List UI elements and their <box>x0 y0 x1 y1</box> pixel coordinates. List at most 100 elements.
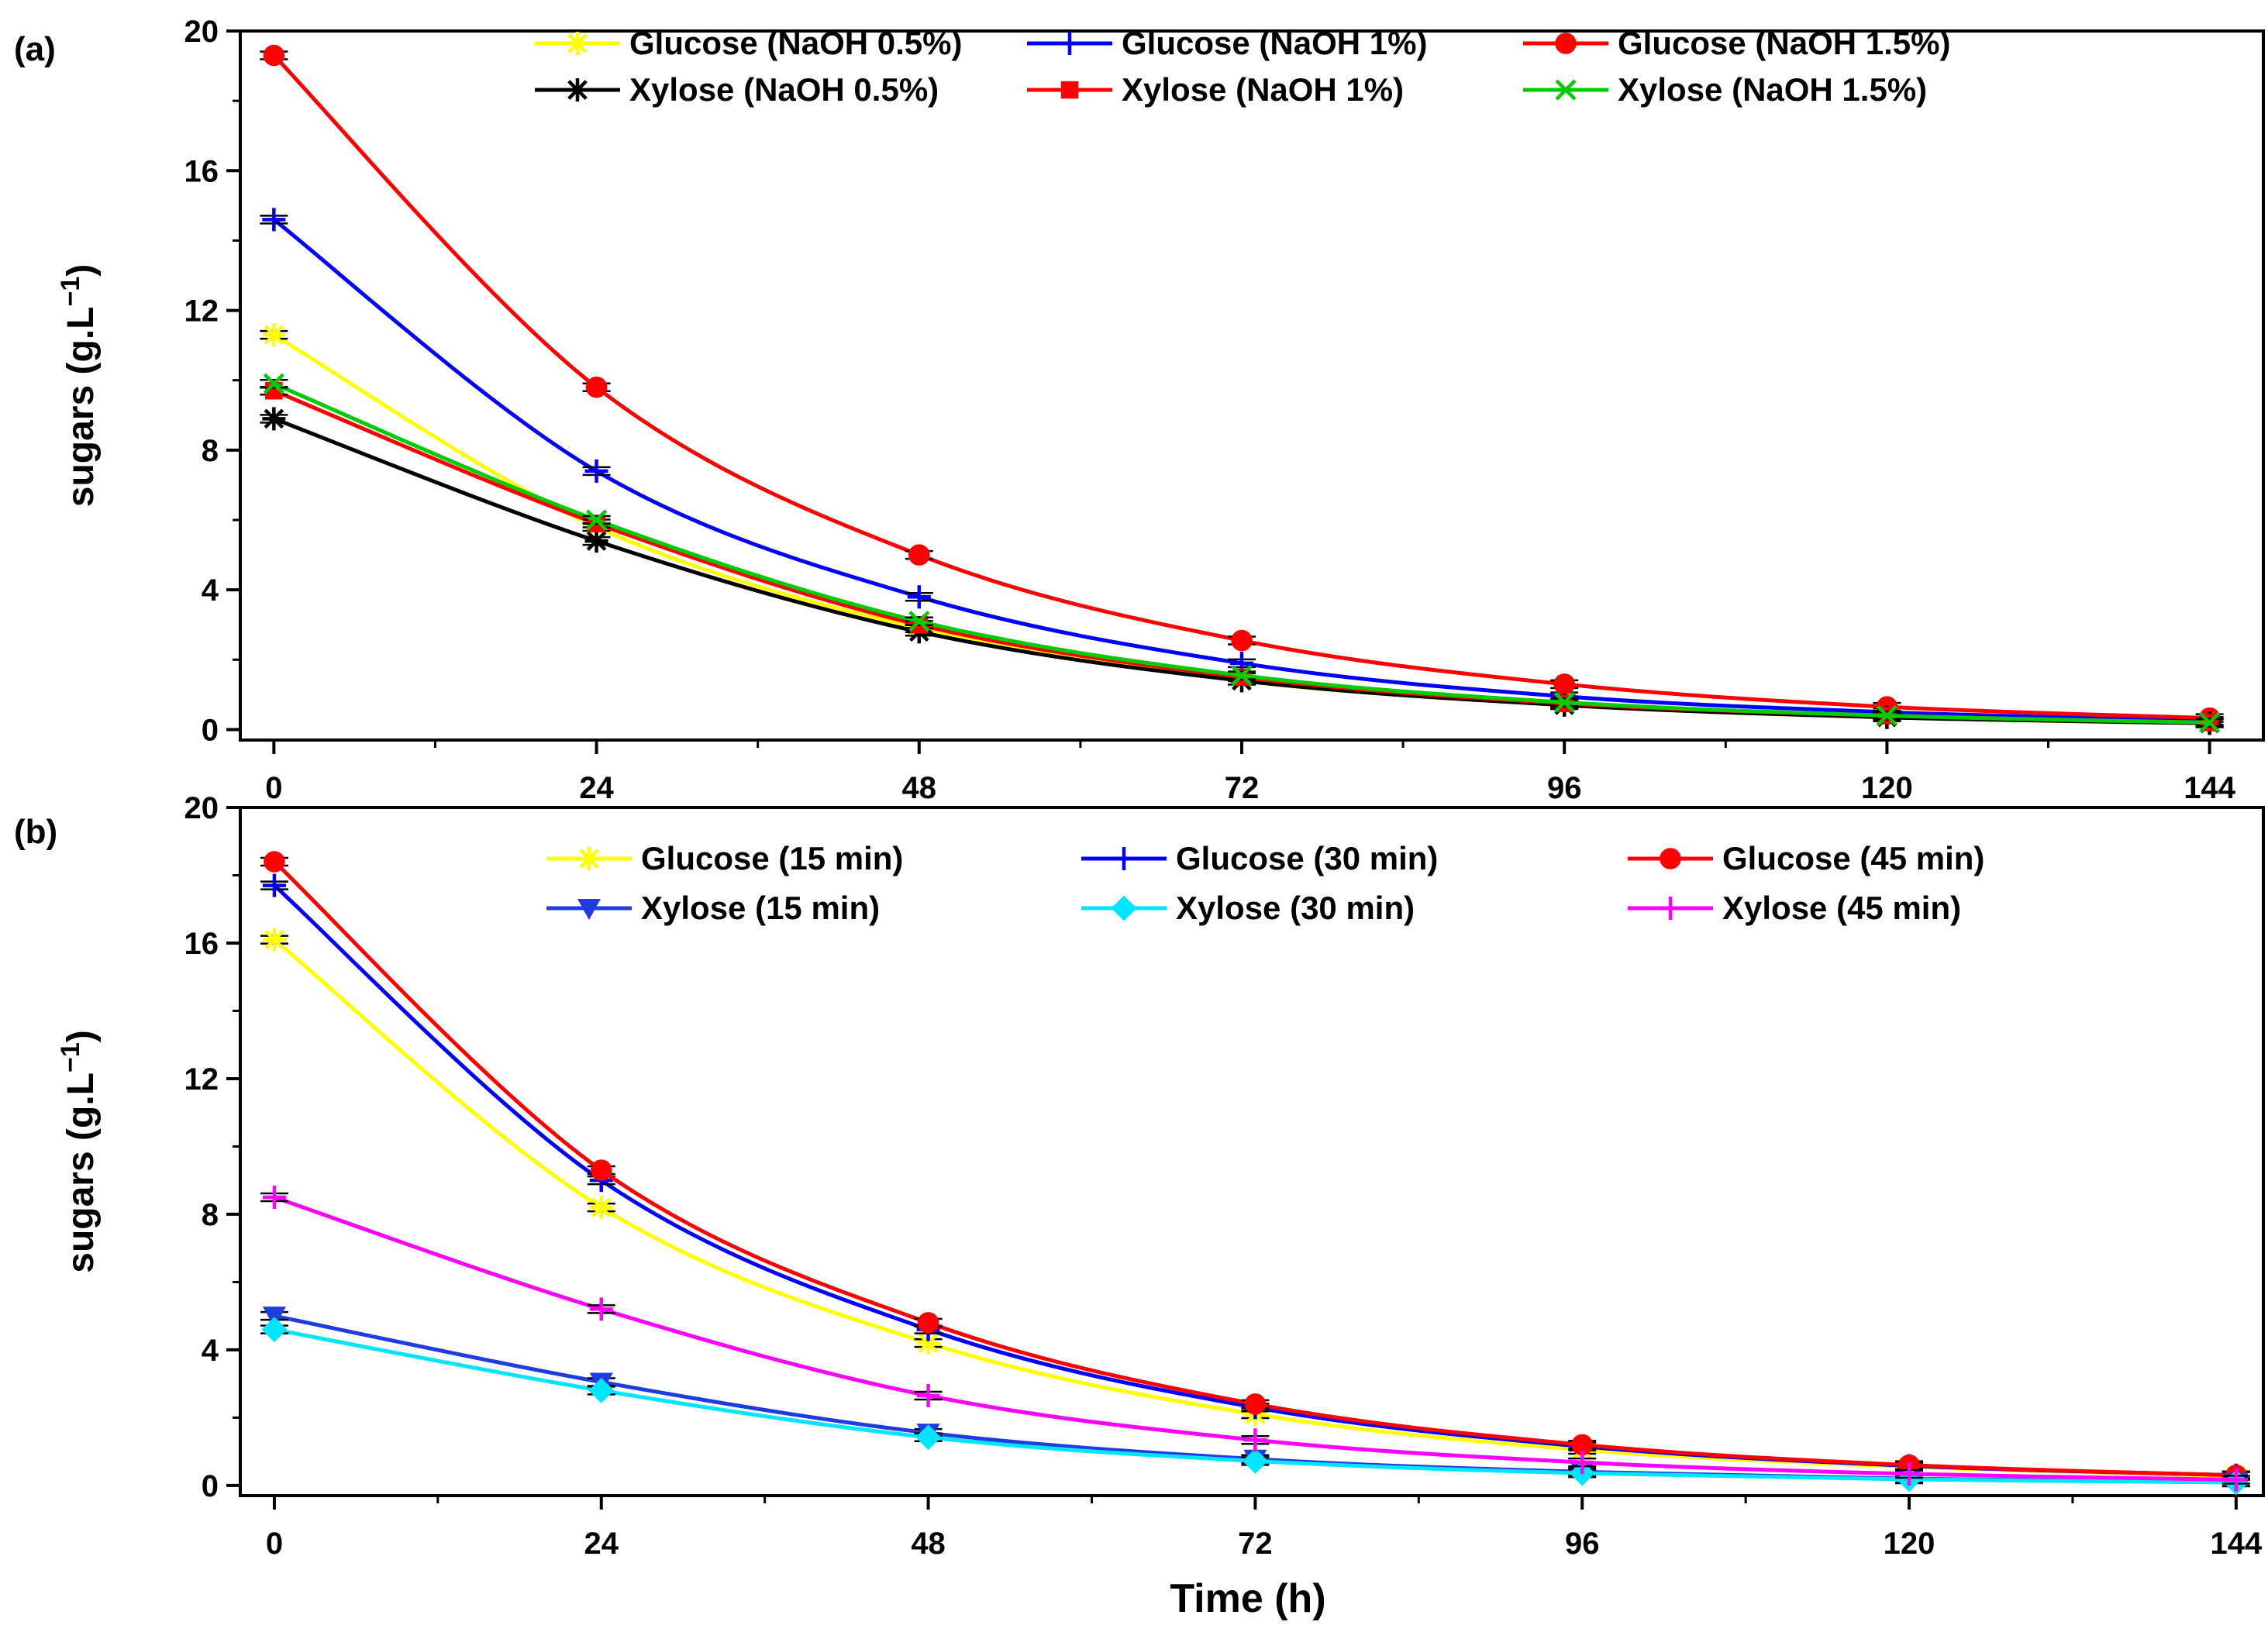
error-bar <box>905 616 933 626</box>
legend-swatch-marker <box>566 78 589 102</box>
data-point <box>1244 1393 1267 1415</box>
y-tick-label: 20 <box>184 791 219 825</box>
data-point <box>584 529 608 553</box>
error-bar <box>260 378 288 389</box>
x-tick-label: 48 <box>911 1527 946 1561</box>
y-axis-label: sugars (g.L−1) <box>56 264 102 507</box>
legend-entry: Glucose (45 min) <box>1628 840 1984 876</box>
data-point <box>1242 1448 1268 1474</box>
error-bar <box>1227 670 1256 680</box>
data-point <box>589 1297 613 1321</box>
legend-label: Xylose (NaOH 1%) <box>1122 71 1404 108</box>
legend-label: Xylose (30 min) <box>1176 890 1415 926</box>
legend-entry: Xylose (NaOH 1%) <box>1027 71 1404 108</box>
data-point <box>915 1424 941 1451</box>
legend-entry: Xylose (45 min) <box>1628 890 1961 926</box>
data-point <box>261 1317 288 1343</box>
y-axis-label-superscript: −1 <box>56 277 85 307</box>
legend-label: Glucose (NaOH 0.5%) <box>629 25 962 61</box>
data-point <box>1243 1428 1267 1452</box>
data-point <box>584 459 608 483</box>
x-tick-label: 120 <box>1884 1527 1935 1561</box>
data-point <box>1553 673 1575 695</box>
legend-swatch-marker <box>577 899 601 920</box>
plot-frame <box>239 806 2265 1497</box>
data-point <box>585 509 608 531</box>
series-1 <box>260 208 2224 733</box>
legend-label: Xylose (NaOH 0.5%) <box>629 71 939 108</box>
legend-entry: Glucose (15 min) <box>546 840 903 876</box>
y-tick-label: 0 <box>202 1469 219 1503</box>
x-tick-label: 144 <box>2184 771 2235 805</box>
y-tick-label: 0 <box>202 713 219 747</box>
y-axis-label: sugars (g.L−1) <box>56 1030 102 1272</box>
y-tick-label: 12 <box>184 294 219 329</box>
data-point <box>262 1186 286 1210</box>
x-tick-label: 0 <box>266 1527 283 1561</box>
legend-label: Glucose (NaOH 1%) <box>1122 25 1427 61</box>
data-point <box>1553 691 1575 713</box>
legend-label: Glucose (45 min) <box>1722 840 1984 876</box>
x-tick-label: 48 <box>902 771 937 805</box>
legend-swatch-marker <box>1555 79 1577 101</box>
legend-swatch-marker <box>1111 895 1137 921</box>
legend-entry: Xylose (NaOH 0.5%) <box>535 71 939 108</box>
data-point <box>1231 629 1253 652</box>
y-tick-label: 4 <box>202 1334 219 1368</box>
x-tick-label: 96 <box>1547 771 1582 805</box>
y-tick-label: 16 <box>184 927 219 961</box>
legend-entry: Xylose (30 min) <box>1081 890 1415 926</box>
series-line <box>272 53 2210 721</box>
data-point <box>1897 1462 1922 1486</box>
legend-entry: Glucose (30 min) <box>1081 840 1438 876</box>
data-point <box>588 1377 615 1403</box>
error-bar <box>1550 697 1579 708</box>
legend-label: Xylose (15 min) <box>641 890 880 926</box>
legend-label: Xylose (45 min) <box>1722 890 1961 926</box>
x-tick-label: 24 <box>584 1527 619 1561</box>
x-tick-label: 96 <box>1565 1527 1600 1561</box>
data-point <box>589 1196 613 1220</box>
data-point <box>2199 711 2221 734</box>
data-point <box>1570 1451 1594 1475</box>
legend-swatch-marker <box>1660 848 1681 869</box>
y-tick-label: 4 <box>202 573 219 608</box>
y-tick-label: 8 <box>202 1198 219 1232</box>
legend-swatch-marker <box>566 32 589 55</box>
data-point <box>262 873 286 897</box>
y-tick-label: 20 <box>184 15 219 49</box>
y-axis-label-close: ) <box>60 264 102 277</box>
series-2 <box>260 851 2250 1486</box>
x-tick-label: 72 <box>1238 1527 1273 1561</box>
data-point <box>262 323 286 347</box>
legend-swatch-marker <box>1659 897 1682 920</box>
legend-entry: Xylose (NaOH 1.5%) <box>1523 71 1927 108</box>
legend-swatch-marker <box>577 847 601 870</box>
data-point <box>916 1331 940 1355</box>
x-tick-label: 120 <box>1861 771 1913 805</box>
legend-swatch-marker <box>1060 81 1079 99</box>
legend-label: Glucose (15 min) <box>641 840 903 876</box>
data-point <box>264 851 285 873</box>
data-point <box>585 377 608 398</box>
y-axis-label-text: sugars (g.L <box>60 307 102 508</box>
data-point <box>1876 704 1898 727</box>
panel-label: (b) <box>14 813 57 851</box>
x-tick-label: 24 <box>579 771 614 805</box>
legend-entry: Glucose (NaOH 1.5%) <box>1523 25 1950 61</box>
panel-label: (a) <box>14 30 56 68</box>
x-tick-label: 144 <box>2210 1527 2262 1561</box>
legend-label: Glucose (30 min) <box>1176 840 1438 876</box>
legend-swatch-marker <box>1555 33 1577 54</box>
data-point <box>591 1159 612 1181</box>
legend-swatch-marker <box>1058 32 1081 55</box>
series-2 <box>260 44 2224 729</box>
legend-entry: Glucose (NaOH 1%) <box>1027 25 1427 61</box>
data-point <box>262 208 286 232</box>
legend-entry: Glucose (NaOH 0.5%) <box>535 25 962 61</box>
legend-entry: Xylose (15 min) <box>546 890 880 926</box>
y-tick-label: 16 <box>184 154 219 188</box>
